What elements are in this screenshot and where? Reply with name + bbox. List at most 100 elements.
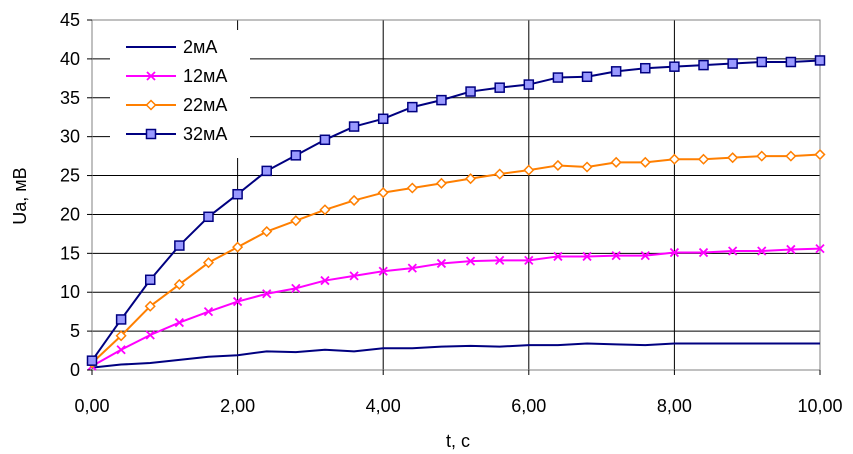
series-1-point-13 — [465, 256, 476, 266]
series-3-point-2 — [144, 274, 156, 286]
series-1 — [87, 244, 825, 371]
series-3-point-11 — [407, 101, 418, 113]
series-3-point-19 — [640, 62, 651, 74]
x-tick-label-0: 0,00 — [74, 396, 109, 416]
x-tick-label-1: 2,00 — [220, 396, 255, 416]
series-3-point-0 — [86, 355, 98, 366]
series-1-point-11 — [407, 263, 417, 273]
series-line-2 — [91, 153, 821, 364]
series-3-point-4 — [203, 211, 214, 223]
series-1-point-9 — [349, 271, 359, 281]
series-3-point-23 — [756, 56, 768, 68]
series-2-point-5 — [232, 241, 244, 253]
series-2-point-9 — [348, 194, 360, 207]
series-3-point-3 — [174, 240, 185, 251]
x-axis-label: t, с — [446, 431, 470, 451]
series-1-point-6 — [262, 289, 272, 299]
series-3-point-13 — [465, 86, 476, 97]
series-1-point-10 — [378, 266, 388, 276]
series-2-point-11 — [406, 182, 418, 194]
series-1-point-17 — [582, 251, 592, 262]
series-2-point-12 — [435, 177, 448, 189]
series-3-point-1 — [115, 314, 127, 325]
series-layer — [86, 55, 826, 371]
series-1-point-23 — [757, 246, 767, 256]
series-2-point-1 — [115, 330, 127, 342]
y-tick-label-4: 20 — [60, 204, 80, 224]
series-2-point-8 — [319, 204, 331, 216]
y-tick-label-6: 30 — [60, 127, 80, 147]
y-tick-label-5: 25 — [60, 166, 80, 186]
series-3-point-14 — [494, 82, 505, 93]
legend-label-2: 22мА — [183, 95, 227, 115]
legend-marker-1 — [146, 71, 156, 81]
legend-marker-2 — [145, 99, 157, 111]
x-tick-label-2: 4,00 — [366, 396, 401, 416]
series-3-point-17 — [581, 71, 593, 83]
plot-border — [91, 19, 821, 371]
series-1-point-24 — [786, 244, 796, 255]
legend-label-0: 2мА — [183, 37, 217, 57]
series-3-point-20 — [669, 61, 680, 72]
series-2-point-23 — [756, 150, 768, 162]
series-1-point-7 — [291, 283, 301, 293]
legend-background — [110, 30, 250, 158]
series-1-point-21 — [698, 247, 709, 258]
series-1-point-14 — [495, 255, 505, 265]
y-tick-label-1: 5 — [70, 321, 80, 341]
y-axis-ticks: 0 5 10 15 20 25 30 35 40 45 — [60, 10, 92, 380]
series-1-point-19 — [640, 251, 650, 261]
series-3-point-6 — [261, 165, 272, 177]
y-axis-label: Ua, мВ — [10, 167, 30, 224]
series-3-point-15 — [523, 79, 535, 90]
series-3-point-25 — [814, 55, 826, 66]
series-2-point-15 — [523, 164, 535, 176]
series-3-point-9 — [348, 121, 360, 132]
series-2-point-25 — [814, 148, 826, 161]
series-2-point-2 — [144, 300, 156, 312]
series-3-point-22 — [727, 58, 738, 69]
series-1-point-20 — [669, 247, 680, 258]
series-1-point-8 — [320, 275, 330, 286]
series-line-0 — [91, 342, 820, 369]
series-1-point-1 — [116, 345, 126, 355]
series-3-point-12 — [436, 94, 447, 106]
series-2-point-6 — [261, 225, 273, 238]
series-1-point-2 — [145, 330, 155, 340]
series-1-point-12 — [436, 258, 447, 269]
series-1-point-3 — [174, 317, 184, 328]
series-3-point-16 — [552, 72, 564, 83]
series-1-point-18 — [611, 251, 621, 261]
x-tick-label-4: 8,00 — [657, 396, 692, 416]
y-tick-label-3: 15 — [60, 243, 80, 263]
series-3-point-24 — [785, 56, 797, 68]
series-3-point-8 — [319, 134, 331, 146]
series-2-point-22 — [727, 152, 739, 164]
series-1-point-22 — [728, 246, 738, 256]
series-1-point-25 — [815, 244, 825, 254]
series-3-point-7 — [290, 150, 302, 161]
series-0 — [91, 342, 820, 369]
series-2-point-19 — [639, 156, 651, 168]
series-2-point-16 — [552, 159, 564, 172]
x-axis-ticks: 0,00 2,00 4,00 6,00 8,00 10,00 — [74, 370, 843, 416]
legend-marker-3 — [145, 128, 157, 140]
y-tick-label-0: 0 — [70, 360, 80, 380]
series-2-point-7 — [290, 215, 302, 227]
plot-frame — [91, 19, 821, 371]
series-2-point-18 — [610, 156, 622, 168]
series-3-point-21 — [698, 59, 709, 71]
series-line-1 — [91, 247, 821, 367]
series-2-point-3 — [173, 278, 185, 291]
series-1-point-16 — [553, 251, 563, 262]
x-tick-label-3: 6,00 — [511, 396, 546, 416]
series-3-point-10 — [377, 113, 389, 125]
series-1-point-4 — [203, 307, 214, 317]
legend-label-1: 12мА — [183, 66, 227, 86]
series-2-point-21 — [697, 153, 710, 165]
series-2-point-24 — [785, 150, 797, 162]
series-2-point-13 — [464, 173, 477, 185]
x-tick-label-5: 10,00 — [797, 396, 842, 416]
series-3-point-5 — [232, 188, 243, 200]
legend-label-3: 32мА — [183, 124, 227, 144]
